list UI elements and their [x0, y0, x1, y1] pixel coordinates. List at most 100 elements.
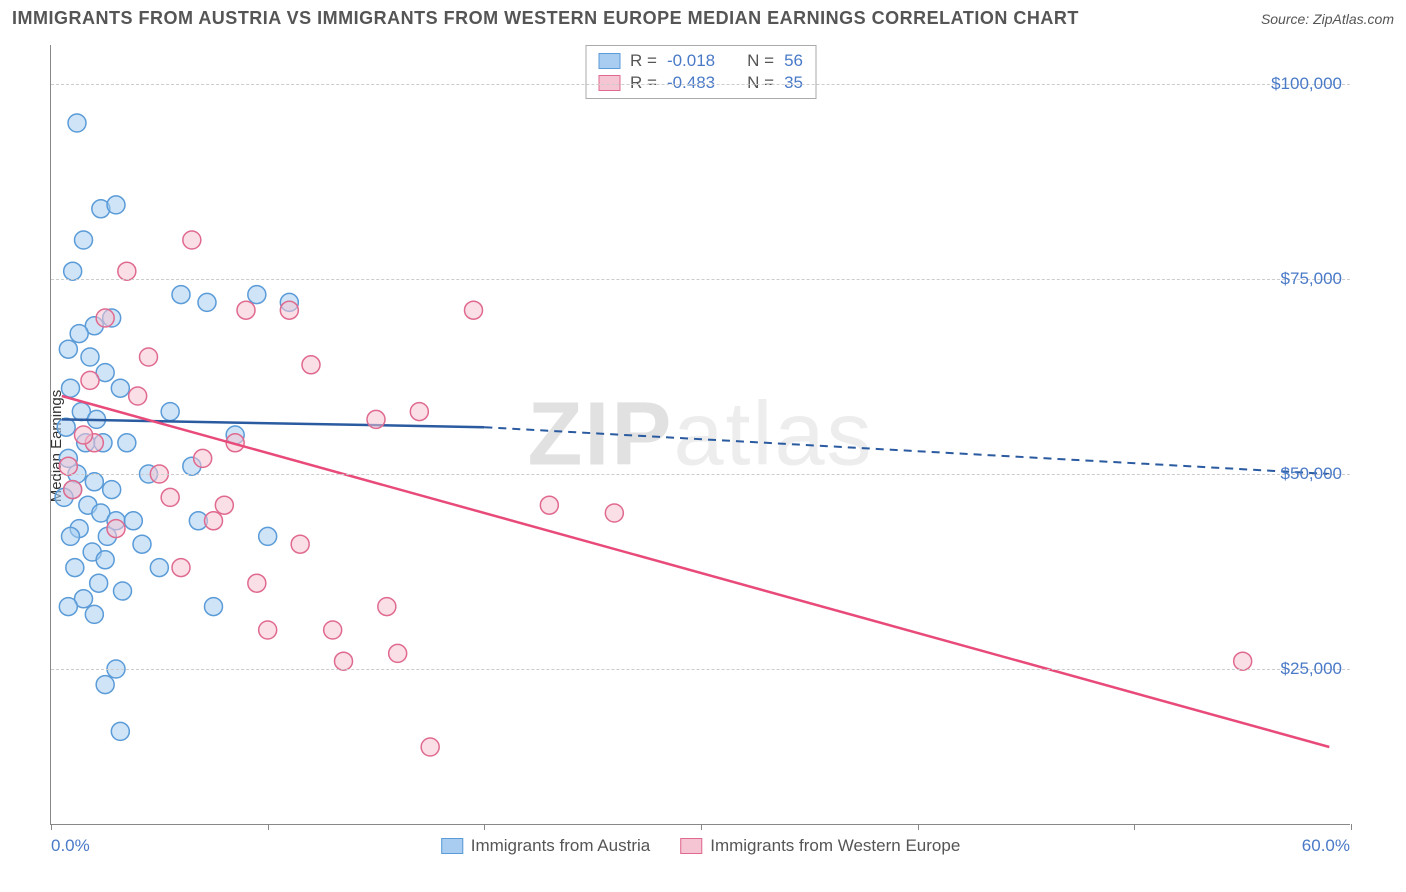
scatter-point-western_europe [465, 301, 483, 319]
scatter-point-austria [59, 598, 77, 616]
scatter-point-austria [59, 340, 77, 358]
scatter-point-austria [111, 379, 129, 397]
scatter-point-western_europe [259, 621, 277, 639]
scatter-point-austria [62, 527, 80, 545]
scatter-point-western_europe [59, 457, 77, 475]
r-label: R = [630, 73, 657, 93]
scatter-point-austria [96, 551, 114, 569]
scatter-point-western_europe [118, 262, 136, 280]
scatter-point-austria [150, 559, 168, 577]
scatter-point-western_europe [215, 496, 233, 514]
r-value: -0.483 [667, 73, 715, 93]
corr-legend-row-austria: R = -0.018 N = 56 [598, 50, 803, 72]
legend-swatch-icon [598, 75, 620, 91]
scatter-point-western_europe [205, 512, 223, 530]
scatter-point-austria [172, 286, 190, 304]
scatter-point-western_europe [183, 231, 201, 249]
n-label: N = [747, 73, 774, 93]
scatter-point-western_europe [75, 426, 93, 444]
scatter-point-austria [62, 379, 80, 397]
scatter-point-western_europe [540, 496, 558, 514]
scatter-point-western_europe [291, 535, 309, 553]
scatter-point-austria [64, 262, 82, 280]
n-label: N = [747, 51, 774, 71]
scatter-point-western_europe [378, 598, 396, 616]
scatter-point-austria [161, 403, 179, 421]
scatter-point-western_europe [129, 387, 147, 405]
legend-swatch-icon [441, 838, 463, 854]
scatter-point-western_europe [367, 410, 385, 428]
scatter-point-western_europe [194, 449, 212, 467]
scatter-point-western_europe [64, 481, 82, 499]
scatter-point-western_europe [389, 644, 407, 662]
scatter-point-austria [124, 512, 142, 530]
legend-swatch-icon [598, 53, 620, 69]
scatter-point-western_europe [96, 309, 114, 327]
scatter-point-western_europe [1234, 652, 1252, 670]
scatter-point-western_europe [172, 559, 190, 577]
correlation-legend: R = -0.018 N = 56 R = -0.483 N = 35 [585, 45, 816, 99]
gridline [51, 474, 1350, 475]
scatter-point-western_europe [280, 301, 298, 319]
chart-header: IMMIGRANTS FROM AUSTRIA VS IMMIGRANTS FR… [12, 8, 1394, 29]
scatter-point-austria [111, 722, 129, 740]
plot-area: ZIPatlas R =-0.018N =56R =-0.483N =35 Im… [50, 45, 1350, 825]
y-tick-label: $25,000 [1281, 659, 1342, 679]
x-max-label: 60.0% [1302, 836, 1350, 856]
scatter-point-western_europe [410, 403, 428, 421]
scatter-point-western_europe [421, 738, 439, 756]
scatter-point-austria [259, 527, 277, 545]
scatter-point-austria [133, 535, 151, 553]
legend-swatch-icon [680, 838, 702, 854]
x-tick [701, 824, 702, 830]
scatter-point-austria [85, 605, 103, 623]
chart-svg [51, 45, 1350, 824]
scatter-point-western_europe [140, 348, 158, 366]
scatter-point-austria [107, 196, 125, 214]
r-label: R = [630, 51, 657, 71]
scatter-point-austria [75, 231, 93, 249]
trend-line-dash-austria [484, 427, 1329, 474]
scatter-point-western_europe [335, 652, 353, 670]
scatter-point-austria [114, 582, 132, 600]
legend-label: Immigrants from Austria [471, 836, 651, 856]
scatter-point-austria [90, 574, 108, 592]
scatter-point-austria [118, 434, 136, 452]
scatter-point-austria [81, 348, 99, 366]
x-tick [51, 824, 52, 830]
scatter-point-western_europe [605, 504, 623, 522]
r-value: -0.018 [667, 51, 715, 71]
n-value: 35 [784, 73, 803, 93]
x-min-label: 0.0% [51, 836, 90, 856]
gridline [51, 669, 1350, 670]
scatter-point-austria [198, 293, 216, 311]
gridline [51, 279, 1350, 280]
scatter-point-austria [68, 114, 86, 132]
x-tick [1351, 824, 1352, 830]
x-tick [484, 824, 485, 830]
gridline [51, 84, 1350, 85]
legend-item-western_europe: Immigrants from Western Europe [680, 836, 960, 856]
bottom-legend: Immigrants from Austria Immigrants from W… [441, 836, 961, 856]
scatter-point-austria [248, 286, 266, 304]
trend-line-western_europe [62, 396, 1330, 747]
scatter-point-western_europe [248, 574, 266, 592]
scatter-point-western_europe [324, 621, 342, 639]
scatter-point-austria [57, 418, 75, 436]
x-tick [918, 824, 919, 830]
scatter-point-austria [70, 325, 88, 343]
legend-label: Immigrants from Western Europe [710, 836, 960, 856]
scatter-point-western_europe [302, 356, 320, 374]
scatter-point-austria [85, 473, 103, 491]
scatter-point-western_europe [81, 371, 99, 389]
scatter-point-austria [66, 559, 84, 577]
scatter-point-austria [205, 598, 223, 616]
n-value: 56 [784, 51, 803, 71]
scatter-point-austria [103, 481, 121, 499]
x-tick [1134, 824, 1135, 830]
y-tick-label: $100,000 [1271, 74, 1342, 94]
y-tick-label: $75,000 [1281, 269, 1342, 289]
corr-legend-row-western_europe: R = -0.483 N = 35 [598, 72, 803, 94]
scatter-point-western_europe [107, 520, 125, 538]
chart-source: Source: ZipAtlas.com [1261, 11, 1394, 27]
